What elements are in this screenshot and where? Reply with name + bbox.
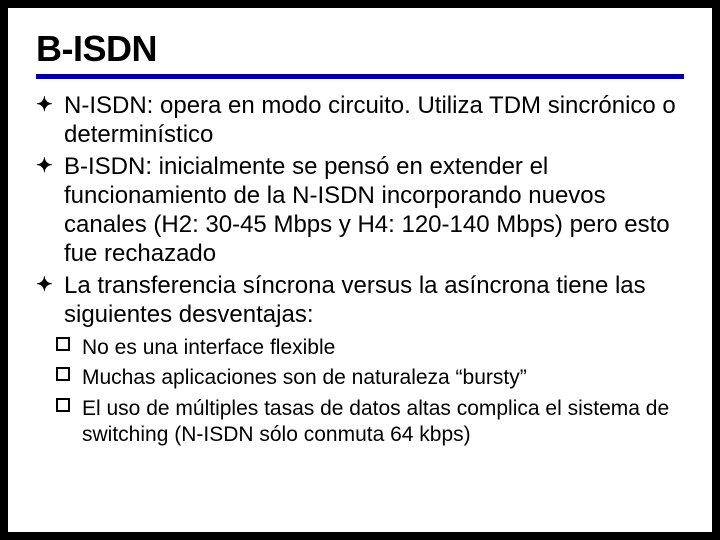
- sub-bullet-text: Muchas aplicaciones son de naturaleza “b…: [82, 366, 527, 389]
- sub-bullet-text: El uso de múltiples tasas de datos altas…: [82, 397, 669, 446]
- bullet-item: ✦ B-ISDN: inicialmente se pensó en exten…: [36, 152, 684, 269]
- bullet-text: B-ISDN: inicialmente se pensó en extende…: [64, 153, 670, 268]
- bullet-text: La transferencia síncrona versus la asín…: [64, 272, 646, 328]
- main-bullet-list: ✦ N-ISDN: opera en modo circuito. Utiliz…: [36, 91, 684, 329]
- title-underline: [36, 74, 684, 79]
- sub-bullet-item: Muchas aplicaciones son de naturaleza “b…: [56, 365, 684, 391]
- sub-bullet-text: No es una interface flexible: [82, 336, 335, 359]
- star-bullet-icon: ✦: [36, 273, 53, 297]
- bullet-item: ✦ La transferencia síncrona versus la as…: [36, 271, 684, 330]
- slide: B-ISDN ✦ N-ISDN: opera en modo circuito.…: [8, 8, 712, 532]
- square-bullet-icon: [56, 337, 70, 351]
- star-bullet-icon: ✦: [36, 154, 53, 178]
- bullet-text: N-ISDN: opera en modo circuito. Utiliza …: [64, 92, 676, 148]
- sub-bullet-item: No es una interface flexible: [56, 335, 684, 361]
- sub-bullet-list: No es una interface flexible Muchas apli…: [36, 335, 684, 448]
- square-bullet-icon: [56, 367, 70, 381]
- square-bullet-icon: [56, 398, 70, 412]
- bullet-item: ✦ N-ISDN: opera en modo circuito. Utiliz…: [36, 91, 684, 150]
- star-bullet-icon: ✦: [36, 93, 53, 117]
- slide-title: B-ISDN: [36, 28, 684, 74]
- sub-bullet-item: El uso de múltiples tasas de datos altas…: [56, 396, 684, 449]
